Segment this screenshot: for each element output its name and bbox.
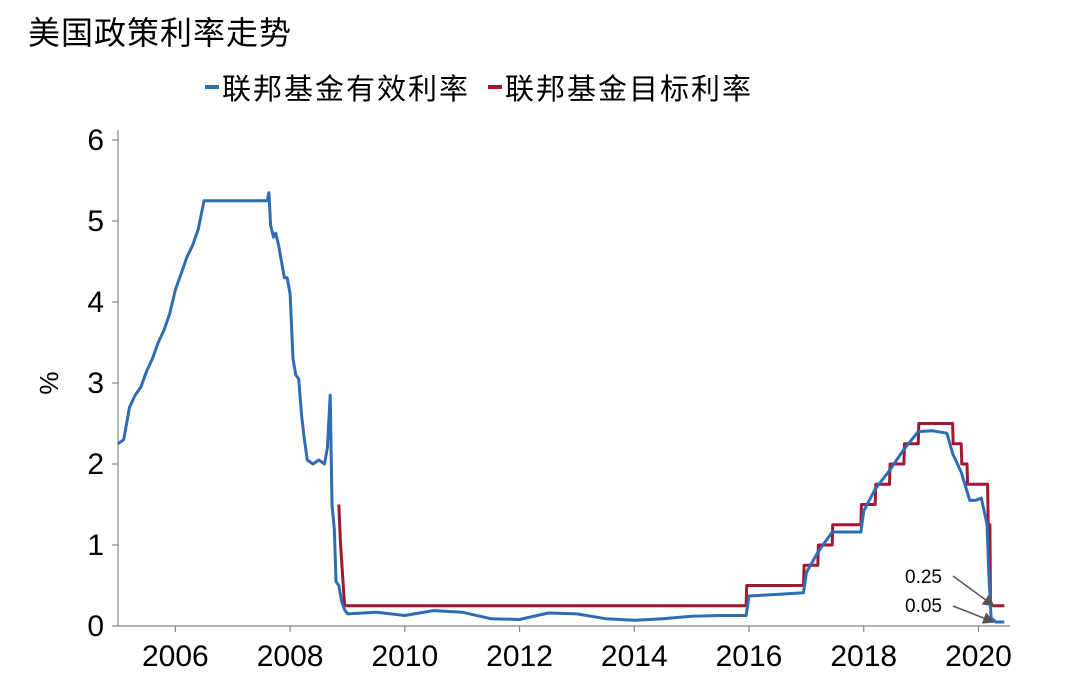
y-tick-label: 4	[87, 286, 104, 319]
series-line-effective-rate	[117, 191, 1005, 624]
annotation-arrow	[952, 605, 996, 624]
legend-label-effective-rate: 联邦基金有效利率	[222, 72, 471, 106]
legend: 联邦基金有效利率 联邦基金目标利率	[205, 66, 771, 108]
annotation-label: 0.25	[905, 567, 942, 588]
y-axis-label: %	[34, 371, 64, 394]
y-tick-label: 1	[87, 529, 104, 562]
legend-label-target-rate: 联邦基金目标利率	[505, 72, 754, 106]
x-tick-label: 2006	[142, 640, 209, 673]
x-tick-label: 2018	[830, 640, 897, 673]
y-tick-label: 5	[87, 205, 104, 238]
x-tick-label: 2010	[371, 640, 438, 673]
legend-swatch-target-rate	[488, 85, 503, 89]
legend-item-target-rate: 联邦基金目标利率	[488, 66, 753, 108]
annotation-label: 0.05	[905, 596, 942, 617]
y-tick-label: 6	[87, 124, 104, 157]
y-tick-label: 2	[87, 448, 104, 481]
y-tick-label: 3	[87, 367, 104, 400]
legend-item-effective-rate: 联邦基金有效利率	[205, 66, 470, 108]
annotation-arrow	[952, 575, 995, 607]
x-tick-label: 2012	[486, 640, 553, 673]
x-tick-label: 2016	[716, 640, 783, 673]
x-tick-label: 2020	[945, 640, 1012, 673]
legend-swatch-effective-rate	[205, 85, 219, 89]
x-tick-label: 2008	[257, 640, 324, 673]
x-tick-label: 2014	[601, 640, 668, 673]
y-tick-label: 0	[87, 610, 104, 643]
chart-title: 美国政策利率走势	[28, 14, 293, 52]
